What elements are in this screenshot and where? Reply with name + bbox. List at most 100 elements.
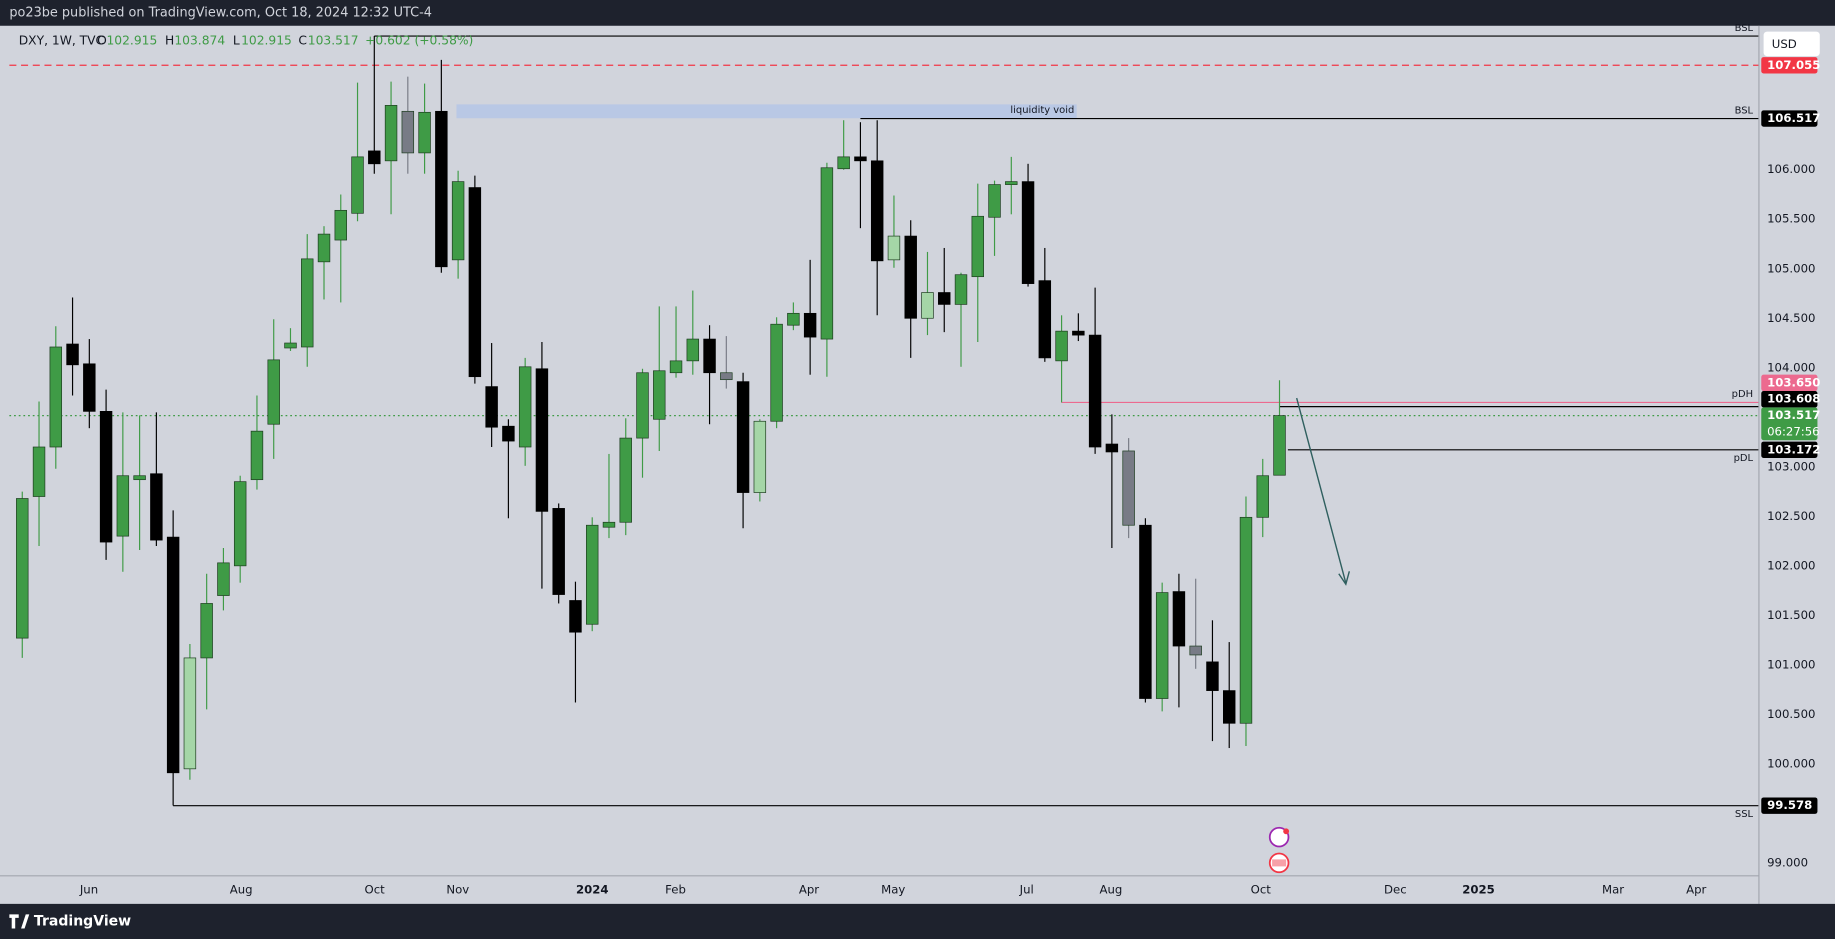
y-tick-label: 106.000 (1767, 162, 1815, 176)
candle-body (133, 475, 146, 481)
price-label: 103.608 (1767, 392, 1820, 406)
candle-body (267, 359, 280, 425)
candle-body (150, 473, 163, 541)
plot-area: liquidity void BSL BSL pDH pDL SSL (9, 23, 1759, 820)
publisher: po23be published on TradingView.com, Oct… (9, 5, 432, 20)
level-label: BSL (1735, 105, 1754, 116)
candle-body (552, 508, 565, 595)
y-tick-label: 100.500 (1767, 707, 1815, 721)
x-tick-label: May (881, 882, 905, 896)
y-tick-label: 105.500 (1767, 212, 1815, 226)
candle-body (32, 446, 46, 497)
candle-body (585, 524, 599, 625)
currency[interactable]: USD (1772, 37, 1797, 51)
candle-body (250, 430, 264, 481)
price-label: 106.517 (1767, 111, 1820, 125)
candle-body (1038, 280, 1052, 359)
candle-body (720, 372, 733, 381)
y-tick-label: 99.000 (1767, 855, 1808, 869)
candle-body (787, 312, 800, 326)
candle-body (183, 657, 197, 770)
x-tick-label: Aug (230, 882, 253, 896)
x-tick-label: Jun (79, 882, 98, 896)
price-label-box (1761, 110, 1818, 127)
candle-body (1273, 415, 1286, 476)
price-label-box (1761, 797, 1818, 814)
liquidity-zone (456, 104, 1077, 119)
x-tick-label: Dec (1384, 882, 1407, 896)
candle-body (334, 209, 347, 241)
x-tick-label: Mar (1602, 882, 1624, 896)
price-label-box (1761, 407, 1818, 441)
candle-body (99, 411, 113, 543)
candle-body (1122, 450, 1135, 526)
candle-body (636, 372, 649, 439)
candle-body (1055, 330, 1068, 362)
x-tick-label: Aug (1099, 882, 1122, 896)
legend-symbol: DXY, 1W, TVC (19, 33, 104, 47)
candle-body (736, 381, 750, 493)
logo (9, 914, 30, 929)
candle-body (418, 111, 431, 154)
candle-body (1239, 516, 1253, 724)
candle-body (904, 235, 917, 319)
legend-key: L (233, 33, 240, 47)
candle-body (166, 536, 180, 774)
candle-body (16, 498, 29, 639)
x-tick-label: Apr (1686, 882, 1706, 896)
candle-body (602, 521, 616, 528)
currency-box[interactable] (1763, 31, 1820, 57)
candle-body (535, 368, 549, 512)
candle-body (1189, 645, 1202, 656)
candle-body (854, 156, 867, 162)
x-tick-label: Nov (446, 882, 469, 896)
candle-body (653, 370, 666, 420)
y-tick-label: 101.500 (1767, 608, 1815, 622)
candle-body (770, 323, 783, 422)
candle-body (820, 167, 834, 340)
candle-body (887, 235, 901, 261)
legend-key: H (165, 33, 174, 47)
y-tick-label: 101.000 (1767, 657, 1815, 671)
candle-body (1172, 591, 1186, 647)
y-tick-label: 103.000 (1767, 459, 1815, 473)
candle-body (217, 562, 230, 596)
candle-body (468, 187, 482, 378)
candle-body (703, 338, 716, 374)
price-label: 103.517 (1767, 408, 1820, 422)
candle-body (921, 292, 934, 319)
candle-body (317, 233, 331, 263)
level-label: pDH (1732, 389, 1753, 400)
candle-body (485, 386, 498, 428)
candle-body (837, 156, 850, 170)
x-tick-label: Oct (1251, 882, 1272, 896)
x-tick-label: Feb (665, 882, 686, 896)
candle-body (49, 346, 63, 448)
legend-value: 102.915 (106, 33, 157, 47)
candle-body (938, 292, 951, 305)
candle-body (1072, 330, 1085, 336)
candle-body (401, 110, 415, 154)
footer-bar (0, 903, 1835, 939)
legend-value: 103.874 (174, 33, 225, 47)
legend-value: 102.915 (241, 33, 292, 47)
event-dot (1283, 828, 1290, 835)
y-tick-label: 104.500 (1767, 311, 1815, 325)
candle-body (988, 184, 1001, 218)
candle-body (1139, 524, 1152, 699)
arrow-head (1338, 571, 1351, 586)
candle-body (368, 150, 381, 165)
price-label: 103.650 (1767, 375, 1820, 389)
flag-icon (1272, 859, 1287, 867)
candle-body (351, 156, 364, 214)
candle-body (870, 160, 884, 262)
y-tick-label: 102.000 (1767, 558, 1815, 572)
candle-body (233, 481, 247, 567)
candle-body (1021, 181, 1035, 284)
header-bar (0, 0, 1835, 26)
candle-body (1105, 443, 1119, 453)
candle-body (1088, 334, 1102, 448)
